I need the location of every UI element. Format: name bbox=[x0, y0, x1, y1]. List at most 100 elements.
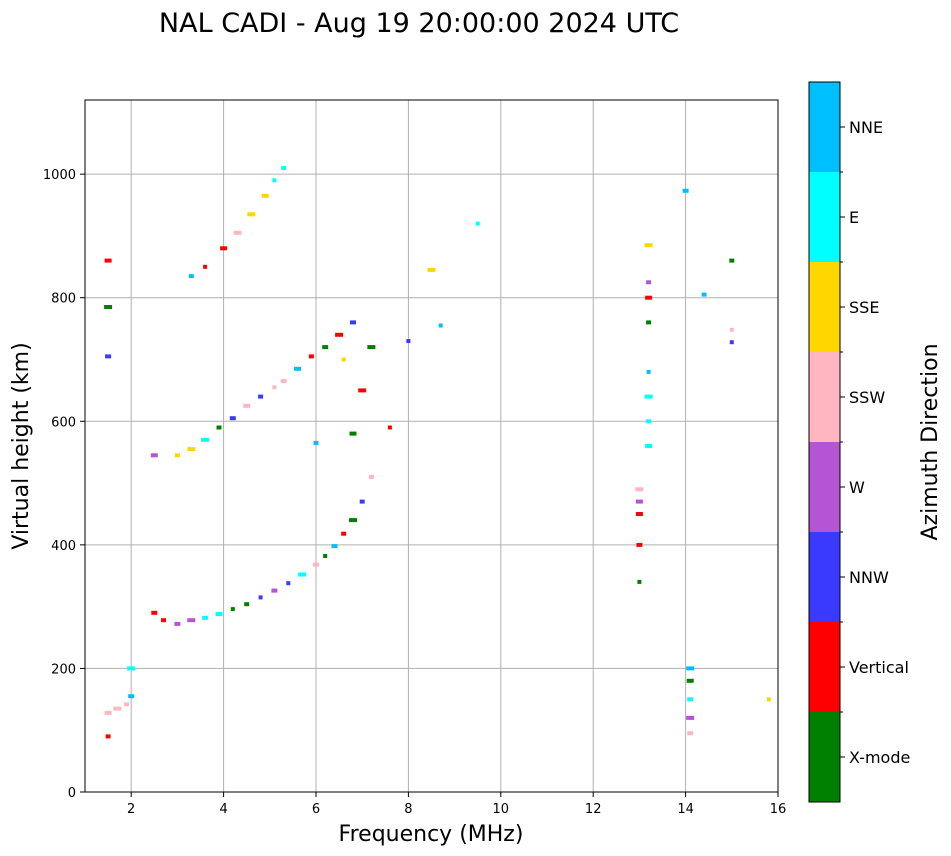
x-tick-label: 12 bbox=[585, 802, 602, 817]
echo-point bbox=[258, 394, 264, 399]
colorbar-tick-label: W bbox=[849, 478, 865, 497]
echo-point bbox=[113, 706, 122, 711]
echo-point bbox=[174, 453, 180, 458]
y-tick-label: 0 bbox=[68, 786, 76, 801]
plot-border bbox=[84, 99, 779, 793]
axis-ticks: 2 4 6 8 10 12 14 16 0 200 400 600 800 1000 bbox=[43, 168, 786, 817]
x-tick-label: 2 bbox=[127, 802, 135, 817]
echo-point bbox=[201, 437, 210, 442]
echo-point bbox=[261, 193, 269, 198]
x-tick-label: 6 bbox=[312, 802, 320, 817]
echo-point bbox=[272, 385, 277, 390]
echo-point bbox=[359, 499, 365, 504]
echo-point bbox=[635, 487, 644, 492]
y-tick-label: 200 bbox=[51, 662, 76, 677]
echo-point bbox=[766, 697, 771, 702]
echo-point bbox=[187, 447, 196, 452]
echo-point bbox=[645, 295, 653, 300]
echo-point bbox=[216, 425, 222, 430]
plot-area bbox=[85, 100, 778, 792]
echo-point bbox=[272, 178, 277, 183]
echo-point bbox=[331, 544, 338, 549]
echo-point bbox=[701, 292, 707, 297]
echo-point bbox=[686, 715, 695, 720]
echo-point bbox=[104, 258, 112, 263]
x-tick-label: 10 bbox=[493, 802, 510, 817]
echo-point bbox=[635, 499, 643, 504]
x-tick-label: 4 bbox=[219, 802, 227, 817]
colorbar: X-mode Vertical NNW W SSW SSE E NNE bbox=[808, 81, 910, 803]
echo-point bbox=[233, 230, 242, 235]
echo-point bbox=[687, 731, 694, 736]
echo-point bbox=[682, 188, 689, 193]
colorbar-segment bbox=[809, 262, 840, 352]
echo-point bbox=[271, 588, 278, 593]
echo-point bbox=[323, 554, 328, 558]
echo-point bbox=[105, 734, 111, 739]
colorbar-segment bbox=[809, 622, 840, 712]
echo-point bbox=[127, 666, 136, 671]
echo-point bbox=[406, 339, 411, 343]
echo-point bbox=[341, 531, 347, 536]
echo-point bbox=[322, 345, 329, 350]
echo-point bbox=[220, 246, 228, 251]
colorbar-tick-label: SSW bbox=[849, 388, 885, 407]
echo-point bbox=[350, 320, 356, 325]
echo-point bbox=[151, 610, 158, 615]
echo-point bbox=[427, 267, 436, 272]
echo-point bbox=[104, 710, 112, 715]
y-axis-label: Virtual height (km) bbox=[9, 342, 34, 549]
echo-point bbox=[128, 694, 135, 699]
data-points bbox=[104, 166, 771, 739]
echo-point bbox=[368, 474, 374, 479]
echo-point bbox=[247, 212, 256, 217]
echo-point bbox=[644, 243, 653, 248]
echo-point bbox=[161, 618, 166, 623]
echo-point bbox=[258, 595, 263, 600]
echo-point bbox=[644, 394, 653, 399]
y-tick-label: 400 bbox=[51, 539, 76, 554]
echo-point bbox=[646, 419, 652, 424]
echo-point bbox=[475, 221, 480, 226]
x-tick-label: 14 bbox=[677, 802, 694, 817]
echo-point bbox=[646, 280, 652, 285]
colorbar-segment bbox=[809, 442, 840, 532]
echo-point bbox=[349, 431, 357, 436]
colorbar-tick-label: SSE bbox=[849, 298, 879, 317]
echo-point bbox=[188, 274, 194, 279]
echo-point bbox=[230, 607, 235, 612]
echo-point bbox=[294, 366, 301, 371]
colorbar-tick-label: NNE bbox=[849, 118, 883, 137]
echo-point bbox=[686, 666, 695, 671]
echo-point bbox=[308, 354, 314, 359]
colorbar-tick-label: X-mode bbox=[849, 748, 910, 767]
chart-title: NAL CADI - Aug 19 20:00:00 2024 UTC bbox=[159, 8, 679, 39]
echo-point bbox=[150, 453, 158, 458]
colorbar-segment bbox=[809, 172, 840, 262]
echo-point bbox=[281, 166, 287, 170]
echo-point bbox=[203, 264, 208, 269]
echo-point bbox=[286, 581, 291, 586]
echo-point bbox=[187, 618, 196, 623]
echo-point bbox=[729, 258, 735, 263]
colorbar-tick-label: Vertical bbox=[849, 658, 909, 677]
echo-point bbox=[313, 440, 319, 445]
echo-point bbox=[105, 354, 112, 359]
echo-point bbox=[215, 612, 223, 617]
y-tick-label: 1000 bbox=[43, 168, 76, 183]
echo-point bbox=[645, 444, 653, 448]
colorbar-label: Azimuth Direction bbox=[918, 343, 943, 540]
echo-point bbox=[335, 332, 344, 337]
echo-point bbox=[341, 357, 346, 362]
echo-point bbox=[636, 542, 643, 547]
echo-point bbox=[244, 602, 250, 607]
colorbar-segment bbox=[809, 532, 840, 622]
y-tick-label: 800 bbox=[51, 292, 76, 307]
echo-point bbox=[687, 697, 694, 702]
colorbar-tick-label: NNW bbox=[849, 568, 889, 587]
echo-point bbox=[438, 323, 443, 328]
echo-point bbox=[646, 320, 652, 325]
x-tick-label: 8 bbox=[404, 802, 412, 817]
echo-point bbox=[637, 579, 642, 584]
